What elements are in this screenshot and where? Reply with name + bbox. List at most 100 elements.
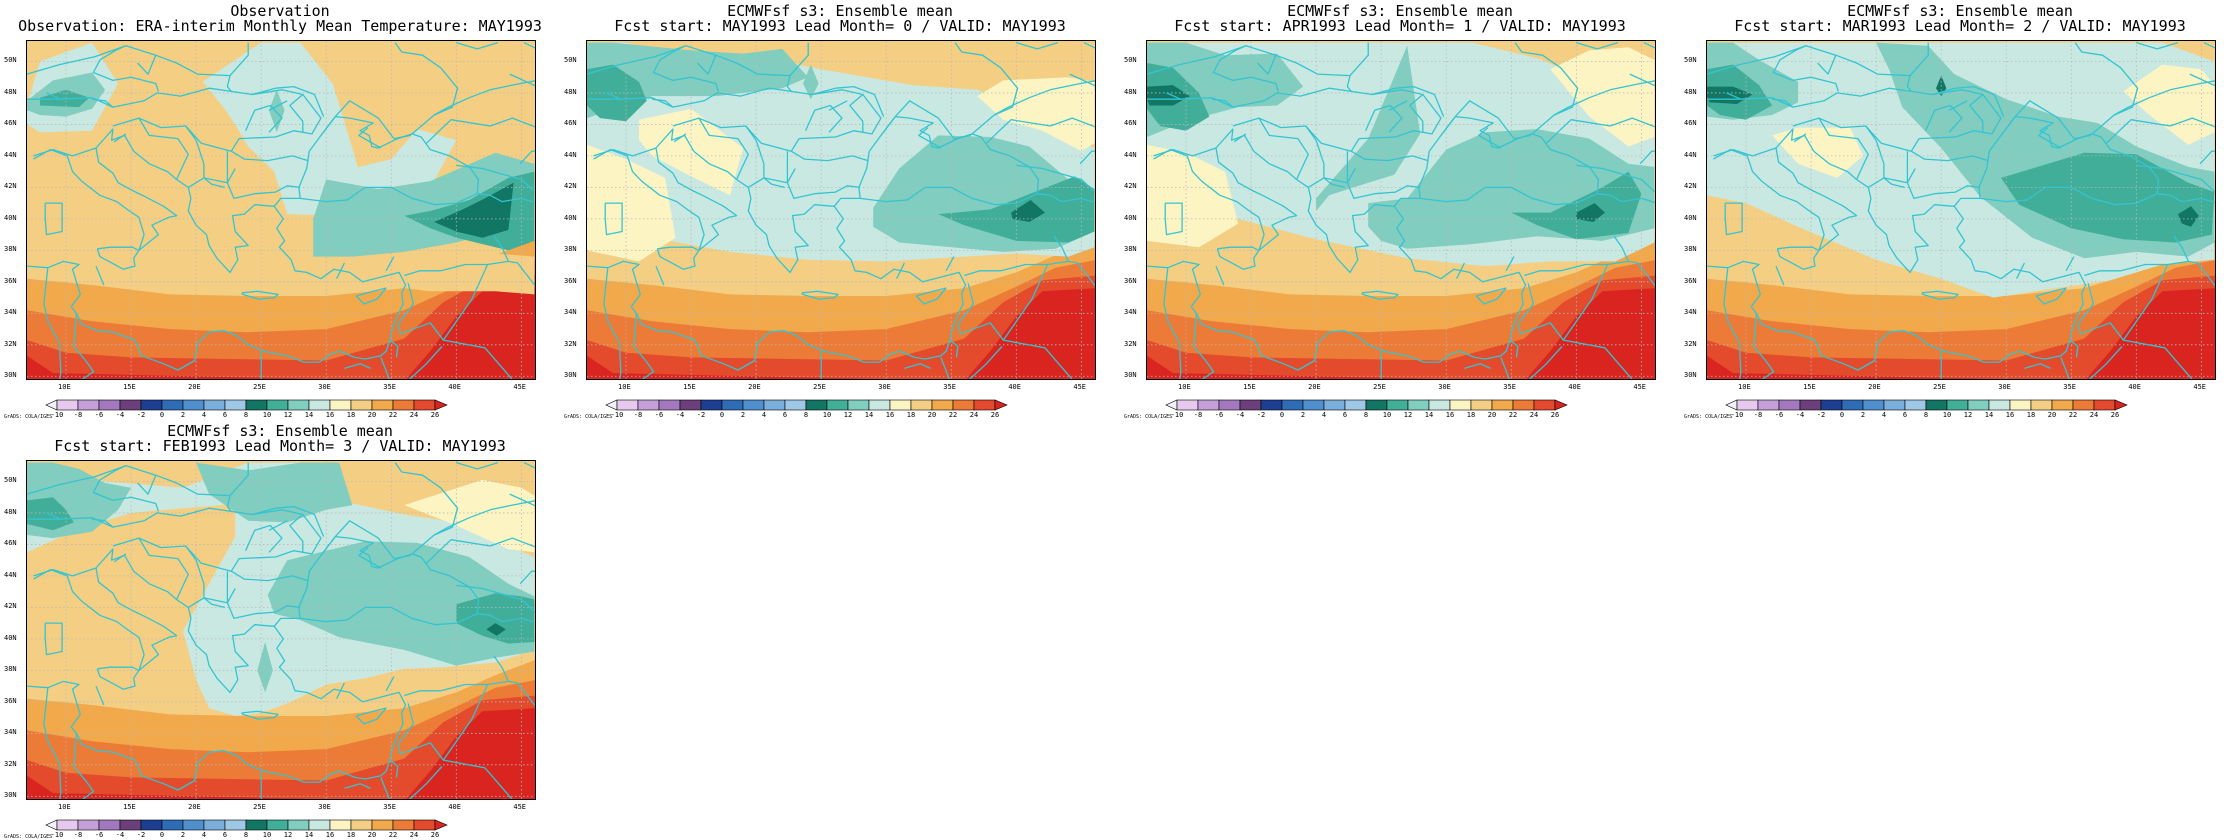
- colorbar-swatch: [1302, 399, 1325, 411]
- colorbar-swatch: [1533, 399, 1556, 411]
- colorbar-label: -10: [1730, 411, 1744, 419]
- colorbar-label: -10: [50, 831, 64, 839]
- lat-tick-label: 38N: [1124, 245, 1137, 254]
- colorbar-swatch: [1239, 399, 1262, 411]
- coastline: [358, 547, 382, 569]
- colorbar-label: 8: [243, 831, 249, 839]
- colorbar-swatch: [616, 399, 639, 411]
- coastline: [1818, 117, 1869, 180]
- colorbar-label: -6: [654, 411, 664, 419]
- colorbar-swatch: [1344, 399, 1367, 411]
- coastline: [187, 151, 229, 188]
- colorbar-swatch: [1988, 399, 2011, 411]
- coastline: [1707, 42, 1929, 77]
- coastline: [790, 150, 869, 162]
- lat-tick-label: 32N: [4, 339, 17, 348]
- colorbar-swatch: [1176, 399, 1199, 411]
- colorbar-label: 16: [1445, 411, 1455, 419]
- colorbar-swatch: [182, 399, 205, 411]
- coastline: [1776, 246, 1820, 270]
- colorbar-swatch: [1862, 399, 1885, 411]
- colorbar-swatch: [1883, 399, 1906, 411]
- colorbar-label: 6: [222, 831, 228, 839]
- colorbar-swatch: [1386, 399, 1409, 411]
- coastline: [2123, 339, 2193, 379]
- colorbar-swatch: [308, 399, 331, 411]
- coastline: [1500, 357, 1510, 379]
- colorbar-swatch: [413, 399, 436, 411]
- coastline: [358, 127, 382, 149]
- colorbar-label: -6: [94, 411, 104, 419]
- colorbar-swatch: [826, 399, 849, 411]
- lon-tick-label: 20E: [188, 803, 201, 811]
- temperature-map: [1147, 41, 1655, 379]
- grads-credit: GrADS: COLA/IGES: [1124, 414, 1173, 420]
- coastline: [336, 262, 345, 279]
- map-panel-1: Observation Observation: ERA-interim Mont…: [0, 0, 560, 420]
- coastline: [425, 117, 535, 144]
- lat-tick-label: 46N: [4, 539, 17, 548]
- temperature-band-4: [27, 288, 535, 379]
- colorbar-swatch: [308, 819, 331, 831]
- lon-tick-label: 15E: [1803, 383, 1816, 391]
- coastline: [949, 339, 959, 358]
- coastline: [1865, 125, 1885, 178]
- coastline: [509, 73, 535, 87]
- lat-tick-label: 34N: [4, 308, 17, 317]
- coastline: [95, 685, 105, 706]
- colorbar-swatch: [287, 819, 310, 831]
- colorbar-swatch: [224, 819, 247, 831]
- coastline: [33, 147, 178, 252]
- lat-tick-label: 34N: [1684, 308, 1697, 317]
- temperature-band-3: [27, 275, 535, 379]
- coastline: [1456, 262, 1465, 279]
- colorbar-label: 20: [2047, 411, 2057, 419]
- lat-tick-label: 38N: [4, 665, 17, 674]
- coastline: [27, 462, 249, 497]
- coastline: [1775, 265, 1785, 286]
- temperature-region: [2178, 206, 2199, 227]
- colorbar-label: 14: [864, 411, 874, 419]
- colorbar-swatch: [1820, 399, 1843, 411]
- colorbar-label: 0: [159, 831, 165, 839]
- coastline: [92, 98, 114, 108]
- panel-title: ECMWFsf s3: Ensemble mean: [1287, 2, 1513, 20]
- coastline: [1016, 41, 1059, 50]
- coastline: [1388, 100, 1408, 111]
- coastline: [1147, 42, 1369, 77]
- map-panel-3: ECMWFsf s3: Ensemble mean Fcst start: APR…: [1120, 0, 1680, 420]
- coastline: [477, 613, 535, 624]
- colorbar-label: 2: [1300, 411, 1306, 419]
- lat-tick-label: 40N: [564, 213, 577, 222]
- lon-tick-label: 25E: [253, 383, 266, 391]
- coastline: [1153, 115, 1600, 274]
- lon-tick-label: 15E: [123, 803, 136, 811]
- coastline: [397, 283, 415, 325]
- coastline: [1948, 100, 1968, 111]
- coastline: [96, 666, 140, 690]
- lon-tick-label: 30E: [318, 803, 331, 811]
- lat-tick-label: 46N: [1124, 119, 1137, 128]
- colorbar-swatch: [413, 819, 436, 831]
- lat-tick-label: 38N: [564, 245, 577, 254]
- colorbar-label: -2: [136, 831, 146, 839]
- coastline: [1257, 54, 1277, 75]
- colorbar-swatch: [784, 399, 807, 411]
- coastline: [1147, 205, 1527, 371]
- colorbar-swatch: [658, 399, 681, 411]
- temperature-region: [257, 642, 273, 693]
- temperature-region: [2001, 152, 2215, 243]
- colorbar-label: 16: [325, 411, 335, 419]
- temperature-region: [1147, 144, 1239, 248]
- lon-tick-label: 35E: [943, 383, 956, 391]
- colorbar-label: 12: [1963, 411, 1973, 419]
- colorbar-swatch: [1491, 399, 1514, 411]
- coastline: [1505, 256, 1515, 272]
- coastline: [344, 363, 371, 370]
- colorbar-label: 8: [1923, 411, 1929, 419]
- colorbar-swatch: [742, 399, 765, 411]
- colorbar-label: 22: [1508, 411, 1518, 419]
- colorbar-label: -2: [1256, 411, 1266, 419]
- colorbar-label: 20: [927, 411, 937, 419]
- temperature-region: [196, 462, 353, 523]
